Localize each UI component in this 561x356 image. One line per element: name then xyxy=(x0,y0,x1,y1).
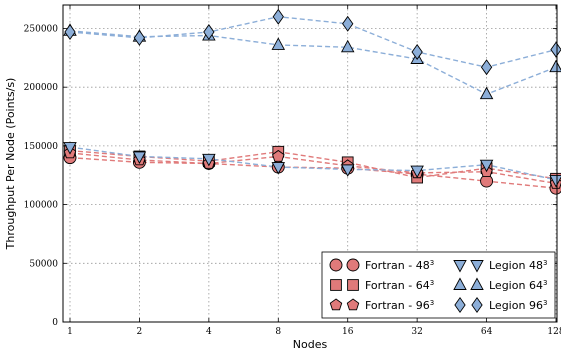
data-point xyxy=(203,24,215,40)
series-markers xyxy=(63,8,561,195)
data-point xyxy=(132,151,147,165)
legend-marker xyxy=(347,279,359,291)
y-tick-label: 200000 xyxy=(24,83,59,93)
legend-marker xyxy=(329,258,343,272)
data-point xyxy=(271,37,286,50)
legend-marker xyxy=(470,260,484,273)
data-point xyxy=(549,174,561,188)
data-point xyxy=(272,8,284,25)
x-tick-label: 4 xyxy=(206,327,212,337)
series-line xyxy=(69,152,557,185)
data-point xyxy=(480,59,493,76)
data-point xyxy=(340,39,355,53)
x-tick-label: 32 xyxy=(411,327,422,337)
legend-label: Legion 963 xyxy=(489,299,547,312)
legend-marker xyxy=(453,277,467,290)
y-axis-label: Throughput Per Node (Points/s) xyxy=(4,78,17,251)
data-point xyxy=(133,29,146,46)
legend-label: Legion 483 xyxy=(489,259,547,272)
legend: Fortran - 483 Fortran - 643 Fortran - 963 L… xyxy=(321,251,556,319)
legend-label: Fortran - 483 xyxy=(365,259,434,272)
legend-marker xyxy=(471,297,483,313)
data-point xyxy=(342,15,354,32)
data-point xyxy=(550,41,561,58)
legend-marker xyxy=(346,298,360,311)
x-axis-label: Nodes xyxy=(293,338,328,351)
data-point xyxy=(64,24,76,40)
legend-marker xyxy=(470,277,484,290)
data-point xyxy=(271,162,286,175)
y-tick-label: 100000 xyxy=(24,201,59,211)
data-point xyxy=(549,59,561,73)
y-tick-label: 250000 xyxy=(24,24,59,34)
data-point xyxy=(272,149,285,162)
legend-marker xyxy=(329,298,343,311)
data-point xyxy=(202,153,216,167)
data-point xyxy=(479,86,494,100)
x-tick-label: 16 xyxy=(342,327,354,337)
series-line xyxy=(69,16,557,68)
legend-marker xyxy=(453,260,467,273)
x-tick-label: 64 xyxy=(481,327,493,337)
y-tick-label: 50000 xyxy=(29,259,58,269)
x-tick-label: 128 xyxy=(547,327,561,337)
data-point xyxy=(410,165,424,179)
legend-marker xyxy=(330,279,342,291)
x-tick-label: 8 xyxy=(275,327,281,337)
legend-box xyxy=(321,251,556,319)
data-point xyxy=(340,164,355,177)
series-line xyxy=(69,146,557,181)
legend-label: Legion 643 xyxy=(489,279,547,292)
plot-frame xyxy=(62,4,558,323)
legend-label: Fortran - 643 xyxy=(365,279,434,292)
data-point xyxy=(479,159,494,173)
legend-marker xyxy=(346,258,360,272)
tick-labels: 1 2 4 8 16 32 64 128 0 50000 100000 150000 200000 250… xyxy=(24,5,561,337)
x-tick-label: 2 xyxy=(137,327,143,337)
data-point xyxy=(63,142,77,155)
legend-label: Fortran - 963 xyxy=(365,299,434,312)
legend-marker xyxy=(454,297,466,313)
data-point xyxy=(411,43,423,60)
x-tick-label: 1 xyxy=(67,327,73,337)
y-tick-label: 150000 xyxy=(24,142,59,152)
y-tick-label: 0 xyxy=(52,318,58,328)
series-lines xyxy=(69,16,557,189)
